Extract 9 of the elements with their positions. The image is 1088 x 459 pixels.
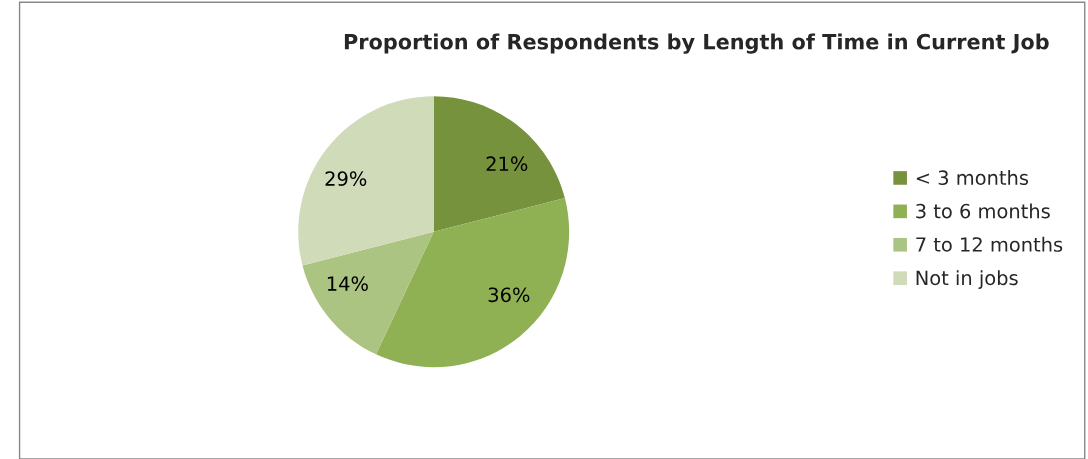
legend-label: < 3 months bbox=[916, 169, 1029, 186]
legend-label: 7 to 12 months bbox=[916, 236, 1063, 252]
chart-title: Proportion of Respondents by Length of Time in Current Job bbox=[344, 33, 1049, 54]
legend-label: Not in jobs bbox=[916, 270, 1018, 290]
data-label: 36% bbox=[488, 287, 530, 303]
data-label: 21% bbox=[486, 156, 528, 172]
legend-label: 3 to 6 months bbox=[916, 203, 1050, 219]
data-label: 14% bbox=[327, 276, 368, 291]
data-label: 29% bbox=[325, 171, 367, 186]
